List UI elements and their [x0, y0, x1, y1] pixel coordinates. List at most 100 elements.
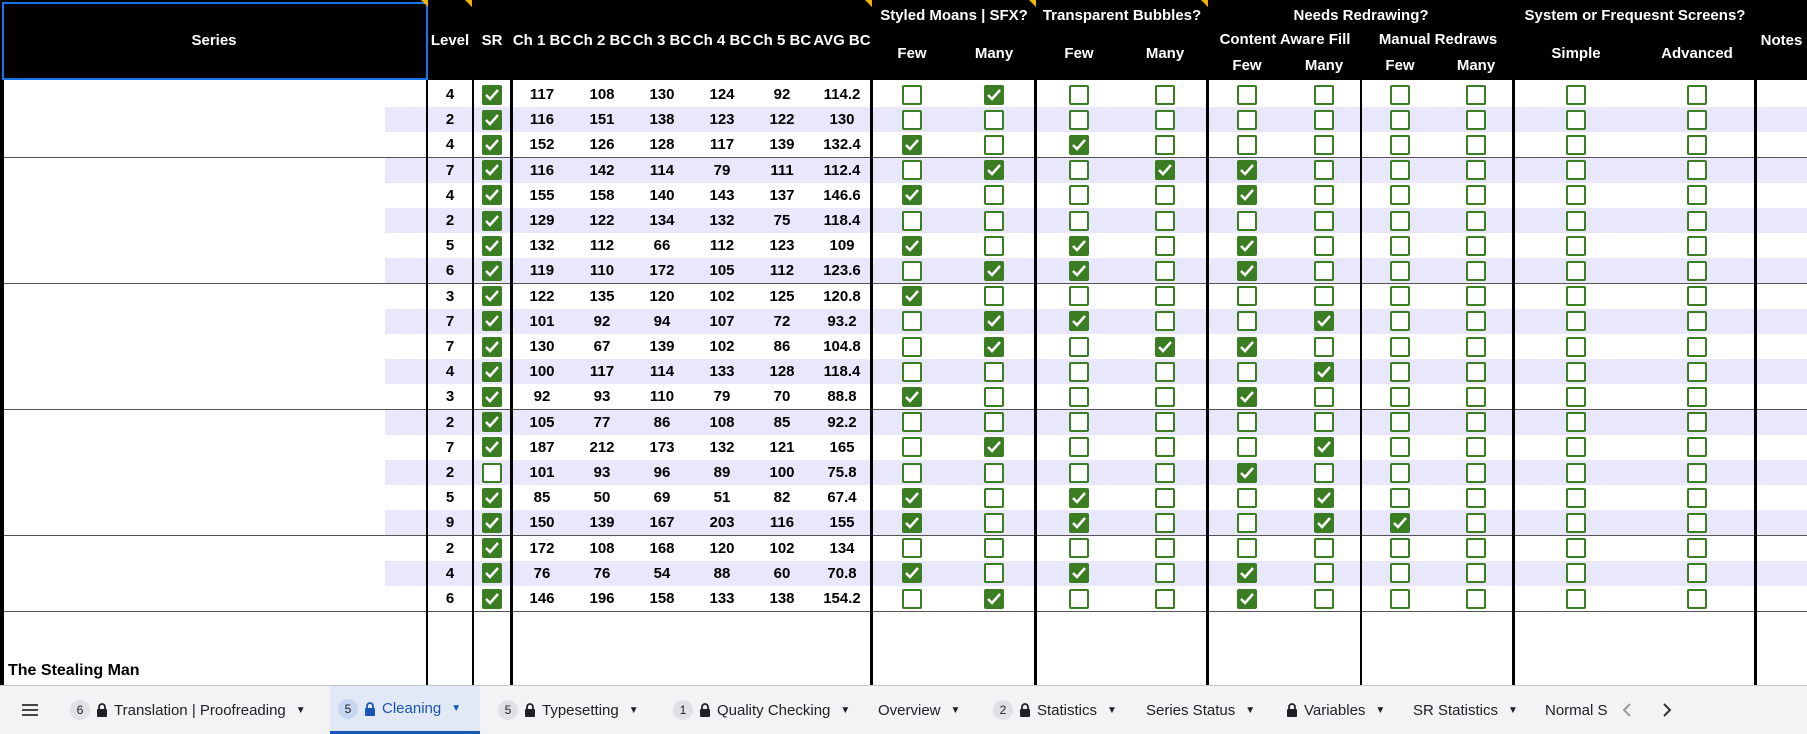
- comment-indicator-icon[interactable]: [865, 0, 872, 7]
- moans-few-checkbox[interactable]: [902, 462, 922, 483]
- system-advanced-checkbox[interactable]: [1687, 260, 1707, 281]
- caf-few-checkbox[interactable]: [1237, 563, 1257, 584]
- ch3-cell[interactable]: 114: [649, 161, 675, 179]
- ch4-cell[interactable]: 88: [713, 564, 731, 582]
- mr-few-checkbox[interactable]: [1390, 437, 1410, 458]
- chevron-left-icon[interactable]: [1615, 686, 1639, 734]
- moans-many-checkbox[interactable]: [984, 538, 1004, 559]
- caret-down-icon[interactable]: ▼: [1245, 704, 1256, 716]
- avg-cell[interactable]: 130: [829, 111, 855, 129]
- system-simple-checkbox[interactable]: [1566, 386, 1586, 407]
- caf-many-checkbox[interactable]: [1314, 84, 1334, 105]
- header-caf-few[interactable]: Few: [1232, 56, 1262, 74]
- caf-few-checkbox[interactable]: [1237, 311, 1257, 332]
- caf-few-checkbox[interactable]: [1237, 412, 1257, 433]
- sheet-tab-series-status[interactable]: Series Status ▼: [1138, 686, 1273, 734]
- ch5-cell[interactable]: 100: [769, 464, 795, 481]
- bubbles-few-checkbox[interactable]: [1069, 210, 1089, 231]
- avg-cell[interactable]: 104.8: [823, 338, 861, 355]
- ch2-cell[interactable]: 117: [589, 363, 615, 381]
- ch1-cell[interactable]: 132: [529, 237, 555, 255]
- bubbles-many-checkbox[interactable]: [1155, 235, 1175, 256]
- avg-cell[interactable]: 92.2: [827, 413, 857, 431]
- system-advanced-checkbox[interactable]: [1687, 512, 1707, 533]
- ch2-cell[interactable]: 212: [589, 438, 615, 456]
- moans-few-checkbox[interactable]: [902, 588, 922, 609]
- mr-few-checkbox[interactable]: [1390, 487, 1410, 508]
- ch4-cell[interactable]: 107: [709, 312, 735, 330]
- level-cell[interactable]: 5: [445, 237, 455, 255]
- notes-cell[interactable]: [1757, 435, 1807, 460]
- caret-down-icon[interactable]: ▼: [1375, 704, 1386, 716]
- notes-cell[interactable]: [1757, 460, 1807, 485]
- avg-cell[interactable]: 132.4: [823, 136, 861, 154]
- sheet-tab-quality-checking[interactable]: 1 Quality Checking ▼: [665, 686, 865, 734]
- ch5-cell[interactable]: 86: [773, 338, 791, 355]
- notes-cell[interactable]: [1757, 107, 1807, 132]
- caf-few-checkbox[interactable]: [1237, 588, 1257, 609]
- caf-many-checkbox[interactable]: [1314, 588, 1334, 609]
- caf-few-checkbox[interactable]: [1237, 260, 1257, 281]
- mr-many-checkbox[interactable]: [1466, 437, 1486, 458]
- mr-many-checkbox[interactable]: [1466, 185, 1486, 206]
- mr-few-checkbox[interactable]: [1390, 109, 1410, 130]
- bubbles-few-checkbox[interactable]: [1069, 512, 1089, 533]
- sheet-tab-translation-proofreading[interactable]: 6 Translation | Proofreading ▼: [62, 686, 324, 734]
- sr-checkbox[interactable]: [482, 512, 502, 533]
- avg-cell[interactable]: 165: [829, 438, 855, 456]
- avg-cell[interactable]: 67.4: [827, 489, 857, 507]
- notes-cell[interactable]: [1757, 309, 1807, 334]
- series-cell[interactable]: [0, 233, 428, 259]
- bubbles-few-checkbox[interactable]: [1069, 487, 1089, 508]
- system-advanced-checkbox[interactable]: [1687, 336, 1707, 357]
- caret-down-icon[interactable]: ▼: [628, 704, 639, 716]
- bubbles-many-checkbox[interactable]: [1155, 336, 1175, 357]
- avg-cell[interactable]: 109: [829, 237, 855, 255]
- ch1-cell[interactable]: 130: [529, 338, 555, 355]
- mr-many-checkbox[interactable]: [1466, 563, 1486, 584]
- level-cell[interactable]: 7: [445, 438, 455, 456]
- system-simple-checkbox[interactable]: [1566, 462, 1586, 483]
- system-advanced-checkbox[interactable]: [1687, 235, 1707, 256]
- comment-indicator-icon[interactable]: [1201, 0, 1208, 7]
- system-advanced-checkbox[interactable]: [1687, 386, 1707, 407]
- level-cell[interactable]: 7: [445, 338, 455, 355]
- ch5-cell[interactable]: 75: [773, 212, 791, 229]
- notes-cell[interactable]: [1757, 158, 1807, 183]
- moans-many-checkbox[interactable]: [984, 235, 1004, 256]
- caret-down-icon[interactable]: ▼: [1107, 704, 1117, 716]
- system-simple-checkbox[interactable]: [1566, 512, 1586, 533]
- moans-few-checkbox[interactable]: [902, 235, 922, 256]
- bubbles-many-checkbox[interactable]: [1155, 412, 1175, 433]
- caret-down-icon[interactable]: ▼: [451, 703, 462, 714]
- system-advanced-checkbox[interactable]: [1687, 361, 1707, 382]
- notes-cell[interactable]: [1757, 334, 1807, 359]
- header-notes[interactable]: Notes: [1760, 31, 1803, 49]
- notes-cell[interactable]: [1757, 208, 1807, 233]
- bubbles-few-checkbox[interactable]: [1069, 260, 1089, 281]
- sheet-tab-normal-s[interactable]: Normal S: [1537, 686, 1615, 734]
- ch4-cell[interactable]: 132: [709, 438, 735, 456]
- system-simple-checkbox[interactable]: [1566, 437, 1586, 458]
- system-simple-checkbox[interactable]: [1566, 160, 1586, 181]
- mr-few-checkbox[interactable]: [1390, 563, 1410, 584]
- caf-many-checkbox[interactable]: [1314, 109, 1334, 130]
- ch3-cell[interactable]: 86: [653, 413, 671, 431]
- notes-cell[interactable]: [1757, 410, 1807, 435]
- caret-down-icon[interactable]: ▼: [1508, 704, 1518, 716]
- bubbles-many-checkbox[interactable]: [1155, 286, 1175, 307]
- mr-few-checkbox[interactable]: [1390, 235, 1410, 256]
- bubbles-many-checkbox[interactable]: [1155, 386, 1175, 407]
- notes-cell[interactable]: [1757, 258, 1807, 283]
- header-ch2[interactable]: Ch 2 BC: [572, 31, 632, 49]
- bubbles-many-checkbox[interactable]: [1155, 437, 1175, 458]
- moans-few-checkbox[interactable]: [902, 210, 922, 231]
- bubbles-few-checkbox[interactable]: [1069, 588, 1089, 609]
- ch2-cell[interactable]: 93: [593, 388, 611, 406]
- mr-few-checkbox[interactable]: [1390, 512, 1410, 533]
- series-cell[interactable]: [0, 560, 385, 586]
- moans-many-checkbox[interactable]: [984, 336, 1004, 357]
- ch3-cell[interactable]: 139: [649, 338, 675, 355]
- avg-cell[interactable]: 146.6: [823, 186, 861, 204]
- ch2-cell[interactable]: 142: [589, 161, 615, 179]
